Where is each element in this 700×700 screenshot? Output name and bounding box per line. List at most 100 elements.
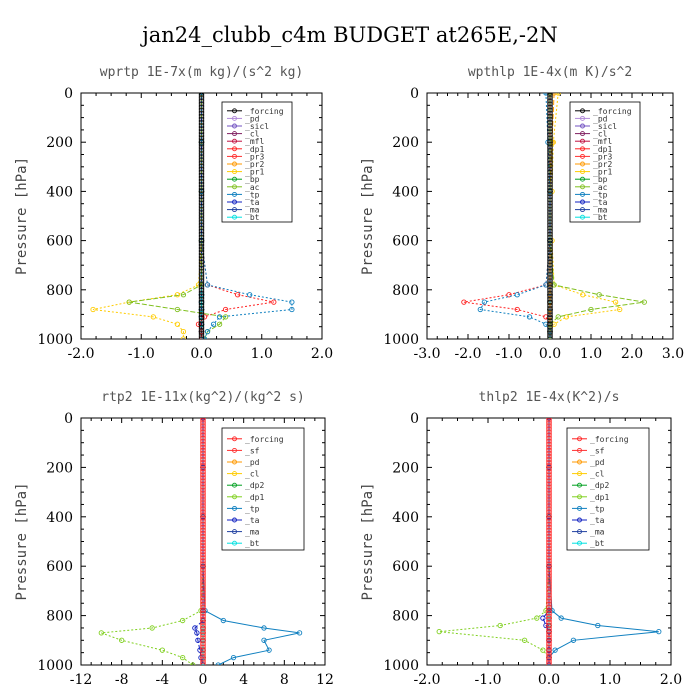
zero-marker	[547, 96, 553, 102]
series-point	[588, 306, 594, 313]
legend-marker	[577, 436, 582, 442]
series-line-dp1	[439, 418, 550, 665]
zero-marker	[547, 237, 553, 244]
zero-marker	[200, 536, 206, 543]
zero-marker	[547, 93, 553, 96]
zero-marker	[547, 137, 553, 143]
x-tick-label: -4	[156, 672, 170, 688]
zero-marker	[547, 232, 553, 238]
zero-marker	[547, 220, 553, 226]
zero-marker	[547, 240, 553, 247]
zero-marker	[547, 155, 553, 161]
zero-marker	[198, 273, 205, 279]
zero-marker	[198, 164, 205, 170]
series-point	[555, 93, 561, 96]
series-point	[266, 647, 272, 653]
zero-marker	[547, 181, 553, 188]
zero-marker	[200, 418, 206, 424]
series-point	[194, 630, 200, 636]
series-point	[595, 622, 601, 629]
series-point	[543, 622, 549, 629]
zero-marker	[198, 326, 205, 332]
legend-label: _sf	[245, 446, 260, 455]
series-point	[563, 314, 570, 320]
zero-marker	[546, 566, 552, 572]
y-tick-label: 600	[46, 559, 73, 575]
series-point	[296, 630, 303, 636]
zero-marker	[546, 445, 552, 451]
zero-marker	[546, 421, 552, 427]
series-point	[461, 299, 467, 305]
zero-marker	[200, 637, 206, 643]
zero-marker	[198, 308, 205, 315]
zero-marker	[546, 536, 552, 543]
x-tick-label: 2.0	[660, 672, 682, 688]
zero-marker	[198, 237, 205, 244]
zero-marker	[547, 93, 553, 99]
zero-marker	[200, 584, 206, 590]
zero-marker	[547, 140, 553, 146]
zero-marker	[546, 581, 552, 587]
x-tick-label: -12	[70, 672, 93, 688]
zero-marker	[200, 486, 206, 492]
series-point	[204, 282, 211, 288]
zero-marker	[546, 661, 552, 665]
zero-marker	[198, 181, 205, 188]
zero-marker	[198, 267, 205, 273]
zero-marker	[200, 418, 206, 421]
legend-marker	[232, 169, 237, 175]
legend-label: _pr1	[245, 168, 264, 177]
zero-marker	[200, 545, 206, 552]
zero-marker	[546, 486, 552, 492]
zero-marker	[547, 176, 553, 182]
series-point	[150, 314, 156, 320]
zero-marker	[198, 276, 205, 282]
y-tick-label: 1000	[37, 332, 73, 348]
zero-marker	[546, 456, 552, 463]
zero-marker	[546, 418, 552, 424]
legend-marker	[232, 459, 237, 465]
zero-marker	[200, 504, 206, 510]
zero-marker	[198, 93, 205, 99]
series-point	[222, 314, 229, 320]
series-point	[210, 321, 217, 327]
legend-marker	[232, 184, 237, 190]
y-tick-label: 200	[392, 460, 419, 476]
zero-marker	[200, 436, 206, 442]
series-point	[549, 608, 555, 614]
zero-marker	[547, 205, 553, 211]
zero-marker	[200, 625, 206, 632]
y-tick-label: 400	[46, 510, 73, 526]
zero-marker	[546, 551, 552, 557]
zero-marker	[198, 119, 205, 126]
zero-marker	[546, 427, 552, 433]
legend-label: _sicl	[245, 122, 269, 131]
y-tick-label: 1000	[383, 658, 419, 674]
series-point	[558, 615, 564, 621]
series-line-dp1	[101, 418, 204, 665]
zero-marker	[546, 448, 552, 454]
zero-marker	[198, 261, 205, 267]
zero-marker	[546, 489, 552, 495]
legend-marker	[232, 161, 237, 167]
chart-panel-3: rtp2 1E-11x(kg^2)/(kg^2 s) Pressure [hPa]…	[14, 390, 334, 688]
zero-marker	[546, 418, 552, 421]
legend-marker	[232, 115, 237, 121]
zero-marker	[547, 119, 553, 126]
zero-marker	[546, 646, 552, 652]
zero-marker	[200, 507, 206, 513]
legend-marker	[580, 214, 585, 220]
zero-marker	[547, 214, 553, 220]
zero-marker	[546, 510, 552, 516]
zero-marker	[547, 302, 553, 309]
series-point	[514, 306, 520, 313]
series-point	[596, 292, 602, 298]
series-line-tp	[201, 93, 293, 339]
series-point	[514, 292, 520, 298]
zero-marker	[198, 320, 205, 326]
zero-marker	[200, 548, 206, 554]
zero-marker	[200, 468, 206, 474]
legend-label: _ma	[593, 206, 608, 215]
series-point	[220, 617, 226, 624]
x-tick-label: 1.0	[251, 346, 273, 362]
